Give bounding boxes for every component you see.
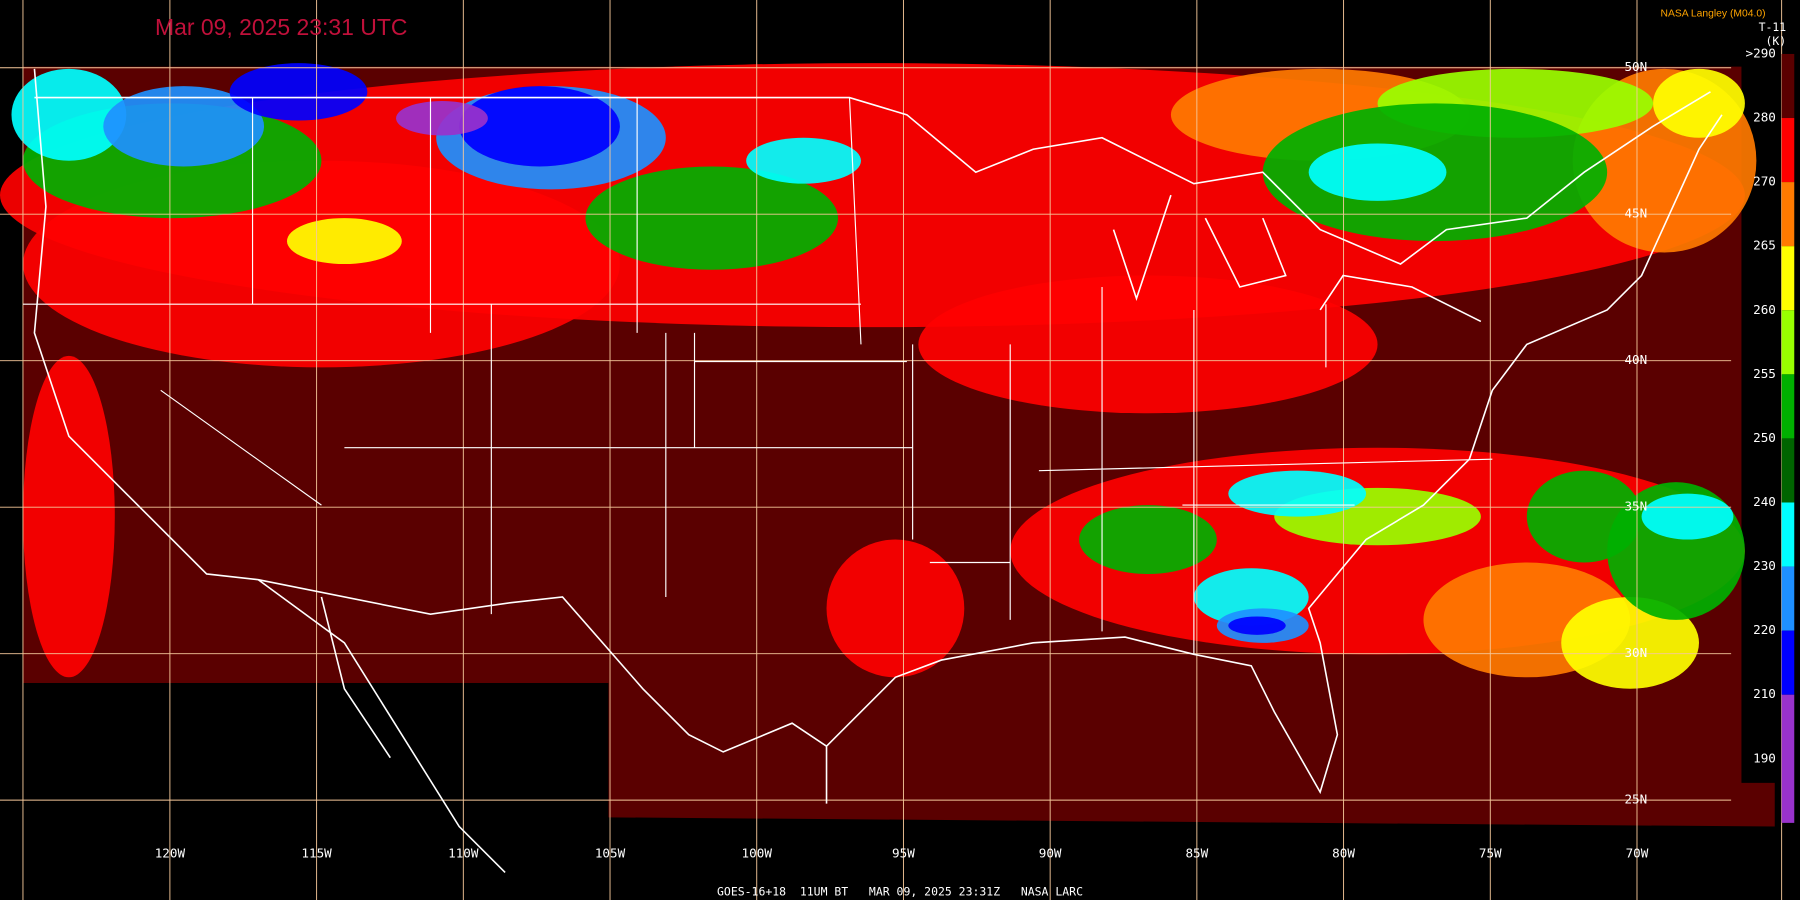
colorbar-label: 240 [1753,494,1776,509]
colorbar-segment [1781,118,1795,183]
colorbar-label: 190 [1753,750,1776,765]
longitude-label: 100W [742,846,773,861]
longitude-label: 110W [448,846,479,861]
colorbar-label: 265 [1753,238,1776,253]
colorbar-segment [1781,502,1795,567]
cloud-blob [229,63,368,121]
cloud-blob [1641,493,1734,540]
cloud-blob [103,86,265,167]
colorbar-label: 210 [1753,686,1776,701]
cloud-blob [746,137,861,184]
longitude-label: 85W [1185,846,1208,861]
colorbar-segment [1781,566,1795,631]
cloud-field [0,63,1757,689]
longitude-label: 120W [155,846,186,861]
footer: GOES-16+18 11UM BT MAR 09, 2025 23:31Z N… [717,884,1083,898]
cloud-blob [585,166,839,270]
colorbar-unit: (K) [1766,34,1787,48]
longitude-label: 90W [1039,846,1062,861]
colorbar-label: 230 [1753,558,1776,573]
latitude-label: 45N [1624,206,1647,221]
cloud-blob [1526,470,1642,563]
colorbar-segment [1781,374,1795,439]
cloud-blob [1561,596,1699,689]
colorbar-segment [1781,182,1795,247]
longitude-label: 75W [1479,846,1502,861]
colorbar-label: 280 [1753,110,1776,125]
latitude-label: 50N [1624,59,1647,74]
colorbar: >290 280 270 265 260 255 250 240 230 220 210 190 [1746,45,1795,823]
cloud-blob [396,101,488,136]
cloud-blob [286,218,402,265]
colorbar-segment [1781,694,1795,823]
cloud-blob [1653,68,1745,138]
timestamp-title: Mar 09, 2025 23:31 UTC [155,14,407,40]
latitude-label: 30N [1624,645,1647,660]
colorbar-label: 270 [1753,174,1776,189]
colorbar-segment [1781,310,1795,375]
colorbar-label: >290 [1746,45,1776,60]
cloud-blob [1308,143,1447,201]
colorbar-segment [1781,630,1795,695]
cloud-blob [459,86,620,167]
credit: NASA Langley (M04.0) [1660,9,1765,20]
cloud-blob [1079,505,1217,574]
colorbar-name: T-11 [1759,20,1787,34]
colorbar-label: 260 [1753,302,1776,317]
cloud-blob [22,355,115,678]
cloud-blob [918,275,1378,414]
cloud-blob [1228,616,1286,635]
coastlines [33,68,1723,874]
colorbar-label: 255 [1753,366,1776,381]
latitude-label: 35N [1624,499,1647,514]
longitude-label: 70W [1626,846,1649,861]
longitude-label: 95W [892,846,915,861]
colorbar-segment [1781,438,1795,503]
colorbar-segment [1781,53,1795,119]
longitude-label: 80W [1332,846,1355,861]
longitude-label: 115W [301,846,332,861]
cloud-blob [826,539,965,678]
state-borders [22,97,1493,655]
longitude-label: 105W [595,846,626,861]
latitude-label: 40N [1624,352,1647,367]
latitude-label: 25N [1624,792,1647,807]
colorbar-label: 220 [1753,622,1776,637]
colorbar-label: 250 [1753,430,1776,445]
cloud-blob [1228,470,1367,517]
colorbar-segment [1781,246,1795,311]
